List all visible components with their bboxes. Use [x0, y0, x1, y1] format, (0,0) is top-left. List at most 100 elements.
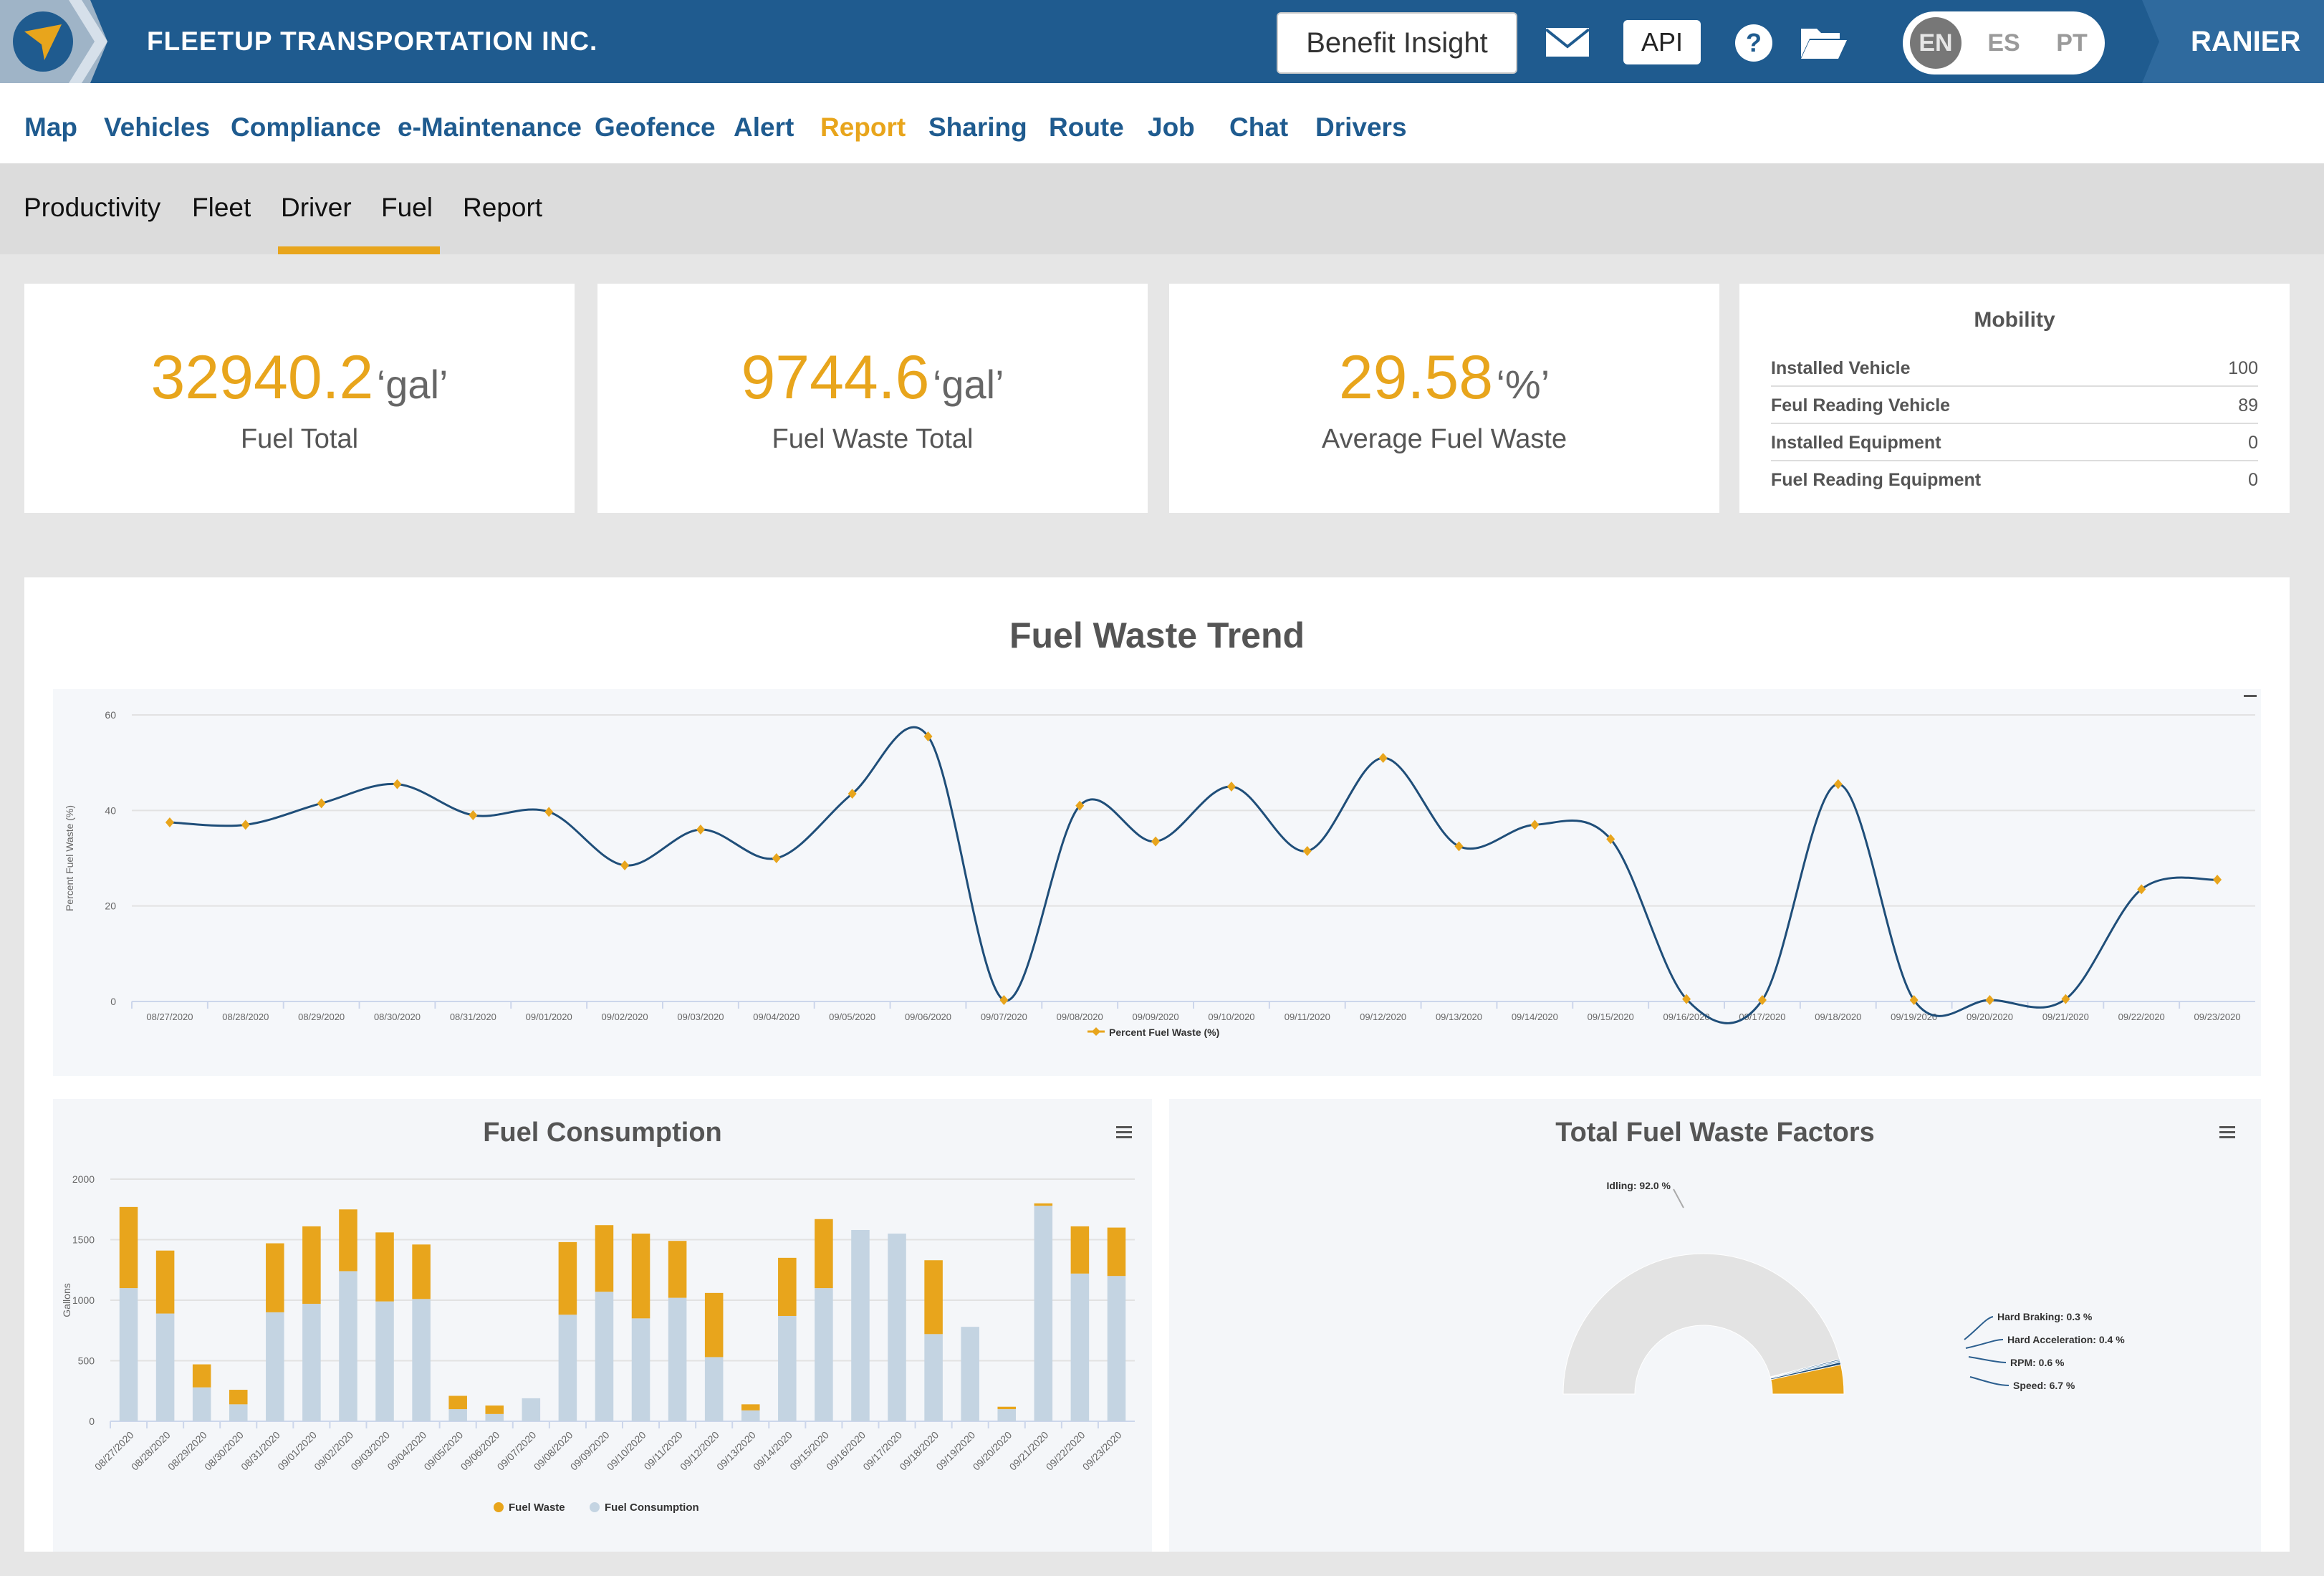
data-point — [1075, 800, 1085, 811]
logo-arrow-icon[interactable] — [0, 0, 107, 83]
sub-nav: Productivity Fleet Driver Fuel Report — [0, 163, 2324, 254]
nav-sharing[interactable]: Sharing — [928, 112, 1027, 142]
slice-label: RPM: 0.6 % — [2010, 1357, 2065, 1368]
kpi-unit: ‘gal’ — [932, 362, 1004, 407]
bar-fuel-waste — [229, 1390, 248, 1405]
kpi-value: 9744.6 — [741, 343, 930, 412]
x-tick-label: 08/30/2020 — [374, 1012, 421, 1022]
data-point — [2061, 994, 2070, 1004]
user-name[interactable]: RANIER — [2191, 26, 2301, 57]
kpi-value: 29.58 — [1338, 343, 1494, 412]
x-tick-label: 09/20/2020 — [1967, 1012, 2013, 1022]
subnav-driver[interactable]: Driver — [281, 193, 352, 222]
x-tick-label: 08/27/2020 — [146, 1012, 193, 1022]
bar-fuel-consumption — [229, 1404, 248, 1421]
mail-icon[interactable] — [1545, 25, 1590, 59]
kpi-label: Fuel Total — [240, 424, 359, 454]
x-tick-label: 09/05/2020 — [829, 1012, 875, 1022]
api-button[interactable]: API — [1623, 20, 1701, 64]
bar-fuel-consumption — [851, 1229, 870, 1421]
bar-fuel-waste — [412, 1244, 431, 1299]
y-axis-label: Gallons — [61, 1283, 72, 1317]
dashboard-panel: Fuel Waste Trend 0 20 40 60 Percent Fuel Was… — [24, 577, 2290, 1552]
data-point — [2213, 875, 2222, 885]
lang-pt[interactable]: PT — [2056, 29, 2088, 57]
y-tick-label: 1000 — [72, 1294, 95, 1306]
fuel-consumption-title: Fuel Consumption — [483, 1118, 722, 1148]
kpi-label: Average Fuel Waste — [1321, 424, 1567, 454]
slice-label: Hard Acceleration: 0.4 % — [2007, 1334, 2125, 1345]
x-tick-label: 09/06/2020 — [905, 1012, 951, 1022]
pie-slice — [1770, 1364, 1845, 1395]
mobility-value: 0 — [2248, 433, 2258, 453]
nav-chat[interactable]: Chat — [1229, 112, 1289, 142]
pie-slice — [1562, 1253, 1840, 1395]
bar-fuel-waste — [631, 1234, 650, 1319]
nav-geofence[interactable]: Geofence — [595, 112, 716, 142]
collapse-icon — [2244, 695, 2257, 697]
fuel-waste-factors-panel: Total Fuel Waste Factors Idling: 92.0 % H… — [1169, 1099, 2261, 1552]
nav-map[interactable]: Map — [24, 112, 77, 142]
data-point — [1682, 994, 1691, 1004]
user-tab-background — [2142, 0, 2324, 83]
nav-job[interactable]: Job — [1148, 112, 1195, 142]
bar-fuel-consumption — [375, 1301, 394, 1421]
x-tick-label: 09/02/2020 — [602, 1012, 648, 1022]
help-icon[interactable]: ? — [1734, 23, 1774, 63]
bar-fuel-waste — [119, 1206, 138, 1289]
x-tick-label: 09/04/2020 — [753, 1012, 800, 1022]
bar-fuel-waste — [778, 1257, 797, 1316]
data-point — [1226, 782, 1236, 792]
subnav-productivity[interactable]: Productivity — [24, 193, 161, 222]
mobility-title: Mobility — [1974, 308, 2055, 332]
folder-icon[interactable] — [1800, 24, 1848, 60]
mobility-value: 100 — [2228, 358, 2258, 378]
bar-fuel-waste — [1070, 1226, 1090, 1274]
mobility-label: Fuel Reading Equipment — [1771, 470, 1982, 490]
x-tick-label: 09/18/2020 — [1815, 1012, 1861, 1022]
data-point — [2137, 884, 2146, 895]
slice-label: Speed: 6.7 % — [2013, 1380, 2075, 1391]
bar-fuel-consumption — [266, 1312, 284, 1421]
nav-alert[interactable]: Alert — [734, 112, 794, 142]
bar-fuel-consumption — [155, 1313, 175, 1421]
x-tick-label: 09/07/2020 — [981, 1012, 1027, 1022]
bar-fuel-waste — [266, 1243, 284, 1312]
nav-vehicles[interactable]: Vehicles — [104, 112, 211, 142]
benefit-insight-button[interactable]: Benefit Insight — [1277, 12, 1517, 74]
data-point — [241, 820, 250, 830]
data-point — [1302, 846, 1312, 856]
subnav-report[interactable]: Report — [463, 193, 543, 222]
subnav-fleet[interactable]: Fleet — [192, 193, 251, 222]
bar-fuel-consumption — [888, 1234, 906, 1421]
x-tick-label: 09/21/2020 — [2042, 1012, 2089, 1022]
x-tick-label: 09/11/2020 — [1285, 1012, 1330, 1022]
lang-en[interactable]: EN — [1910, 17, 1962, 69]
nav-route[interactable]: Route — [1049, 112, 1124, 142]
nav-e-maintenance[interactable]: e-Maintenance — [398, 112, 582, 142]
bar-fuel-waste — [997, 1406, 1017, 1410]
nav-report[interactable]: Report — [820, 112, 906, 142]
x-tick-label: 08/28/2020 — [222, 1012, 269, 1022]
nav-compliance[interactable]: Compliance — [231, 112, 381, 142]
nav-drivers[interactable]: Drivers — [1315, 112, 1407, 142]
data-point — [544, 807, 554, 817]
data-point — [393, 779, 402, 789]
subnav-active-indicator — [278, 246, 440, 254]
data-point — [848, 789, 857, 799]
svg-text:?: ? — [1746, 28, 1762, 57]
y-tick-label: 0 — [89, 1416, 95, 1427]
bar-fuel-consumption — [522, 1398, 541, 1421]
chart-menu-icon[interactable] — [1115, 1125, 1133, 1140]
legend-label: Percent Fuel Waste (%) — [1109, 1027, 1219, 1038]
legend-marker — [1092, 1027, 1100, 1036]
subnav-fuel[interactable]: Fuel — [381, 193, 433, 222]
bar-fuel-waste — [192, 1364, 211, 1388]
lang-es[interactable]: ES — [1987, 29, 2020, 57]
x-tick-label: 09/15/2020 — [1588, 1012, 1634, 1022]
chart-menu-icon[interactable] — [2218, 1125, 2237, 1140]
bar-fuel-waste — [815, 1219, 833, 1289]
kpi-unit: ‘%’ — [1496, 362, 1550, 407]
y-tick-label: 0 — [110, 996, 116, 1007]
bar-fuel-waste — [1107, 1227, 1126, 1277]
